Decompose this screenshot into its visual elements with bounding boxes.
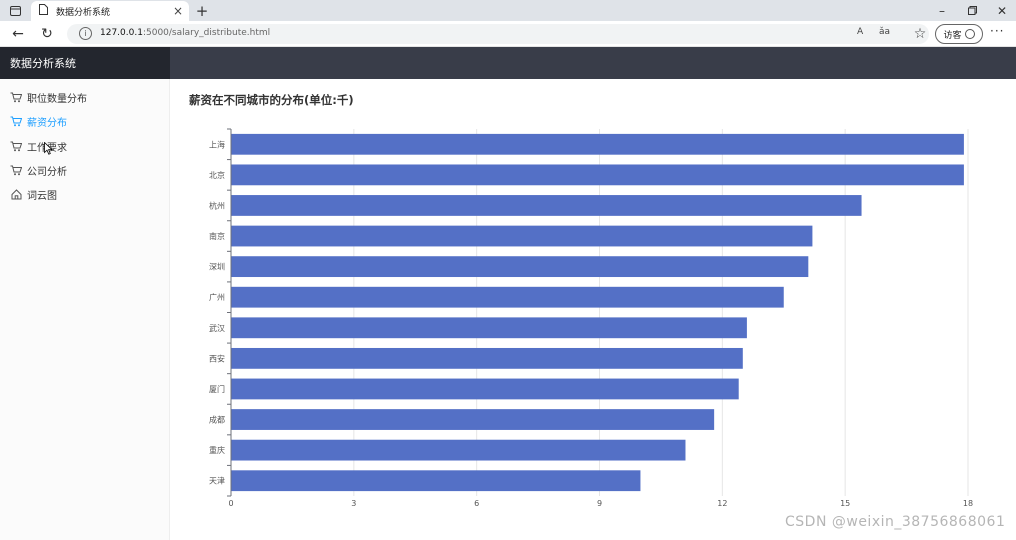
x-tick-label: 0 — [228, 499, 233, 508]
sidebar-item-job-count[interactable]: 职位数量分布 — [10, 87, 87, 107]
cart-icon — [10, 164, 22, 176]
x-tick-label: 9 — [597, 499, 602, 508]
y-tick-label: 天津 — [209, 476, 225, 486]
bar — [231, 225, 813, 247]
y-tick-label: 南京 — [209, 231, 225, 241]
main-content: 薪资在不同城市的分布(单位:千) 上海北京杭州南京深圳广州武汉西安厦门成都重庆天… — [171, 79, 1016, 540]
back-icon[interactable]: ← — [12, 26, 24, 42]
address-bar[interactable]: i 127.0.0.1:5000/salary_distribute.html … — [67, 24, 929, 44]
cart-icon — [10, 115, 22, 127]
sidebar-item-requirements[interactable]: 工作要求 — [10, 136, 67, 156]
new-tab-icon[interactable]: + — [195, 1, 209, 20]
mouse-cursor-icon — [44, 142, 53, 155]
cart-icon — [10, 91, 22, 103]
read-aloud-icon[interactable]: A — [857, 27, 864, 37]
bar — [231, 164, 964, 186]
page-title: 薪资在不同城市的分布(单位:千) — [189, 93, 354, 107]
x-tick-label: 3 — [351, 499, 356, 508]
y-tick-label: 广州 — [209, 292, 225, 302]
app-brand: 数据分析系统 — [0, 47, 170, 79]
bar — [231, 317, 747, 339]
app-header: 数据分析系统 — [0, 47, 1016, 79]
cart-icon — [10, 140, 22, 152]
refresh-icon[interactable]: ↻ — [41, 26, 53, 42]
close-tab-icon[interactable]: × — [172, 4, 183, 18]
sidebar-item-label: 词云图 — [27, 190, 57, 202]
more-icon[interactable]: ··· — [990, 24, 1005, 38]
watermark-text: CSDN @weixin_38756868061 — [785, 514, 1006, 530]
url-text[interactable]: 127.0.0.1:5000/salary_distribute.html — [100, 28, 271, 38]
browser-tab-bar: 数据分析系统 × + – ✕ — [0, 0, 1016, 21]
browser-tab[interactable]: 数据分析系统 × — [31, 1, 189, 21]
y-tick-label: 杭州 — [209, 200, 225, 210]
translate-icon[interactable]: ǎa — [879, 27, 891, 37]
y-tick-label: 武汉 — [209, 323, 225, 333]
y-tick-label: 成都 — [209, 415, 225, 425]
sidebar-item-salary[interactable]: 薪资分布 — [10, 111, 67, 131]
avatar-icon — [964, 29, 975, 39]
y-tick-label: 北京 — [209, 170, 225, 180]
y-tick-label: 重庆 — [209, 445, 225, 455]
x-tick-label: 12 — [717, 499, 727, 508]
browser-toolbar: ← ↻ i 127.0.0.1:5000/salary_distribute.h… — [0, 21, 1016, 47]
sidebar-item-wordcloud[interactable]: 词云图 — [10, 184, 57, 204]
bar — [231, 470, 641, 492]
page-icon — [39, 4, 48, 18]
tab-title: 数据分析系统 — [56, 7, 111, 18]
y-tick-label: 厦门 — [209, 384, 225, 394]
bar — [231, 256, 809, 278]
sidebar: 职位数量分布 薪资分布 工作要求 公司分析 词云图 — [0, 79, 170, 540]
x-tick-label: 6 — [474, 499, 479, 508]
bar — [231, 409, 715, 430]
sidebar-item-label: 公司分析 — [27, 166, 67, 178]
bar — [231, 133, 964, 155]
x-tick-label: 18 — [963, 499, 973, 508]
bar — [231, 286, 784, 308]
sidebar-item-label: 职位数量分布 — [27, 93, 87, 105]
y-tick-label: 深圳 — [209, 262, 225, 272]
y-tick-label: 上海 — [209, 139, 225, 149]
y-tick-label: 西安 — [209, 353, 225, 363]
home-icon — [10, 188, 22, 200]
bar — [231, 439, 686, 461]
tab-actions-icon[interactable] — [0, 0, 30, 21]
sidebar-item-label: 薪资分布 — [27, 117, 67, 129]
bar — [231, 347, 743, 369]
bar — [231, 378, 739, 400]
guest-profile-button[interactable]: 访客 — [935, 24, 983, 44]
bar — [231, 195, 862, 216]
minimize-icon[interactable]: – — [939, 3, 945, 18]
x-tick-label: 15 — [840, 499, 850, 508]
info-icon[interactable]: i — [79, 27, 92, 40]
restore-icon[interactable] — [957, 0, 987, 21]
favorites-icon[interactable]: ☆ — [913, 26, 927, 42]
sidebar-item-company[interactable]: 公司分析 — [10, 160, 67, 180]
close-window-icon[interactable]: ✕ — [996, 3, 1008, 18]
